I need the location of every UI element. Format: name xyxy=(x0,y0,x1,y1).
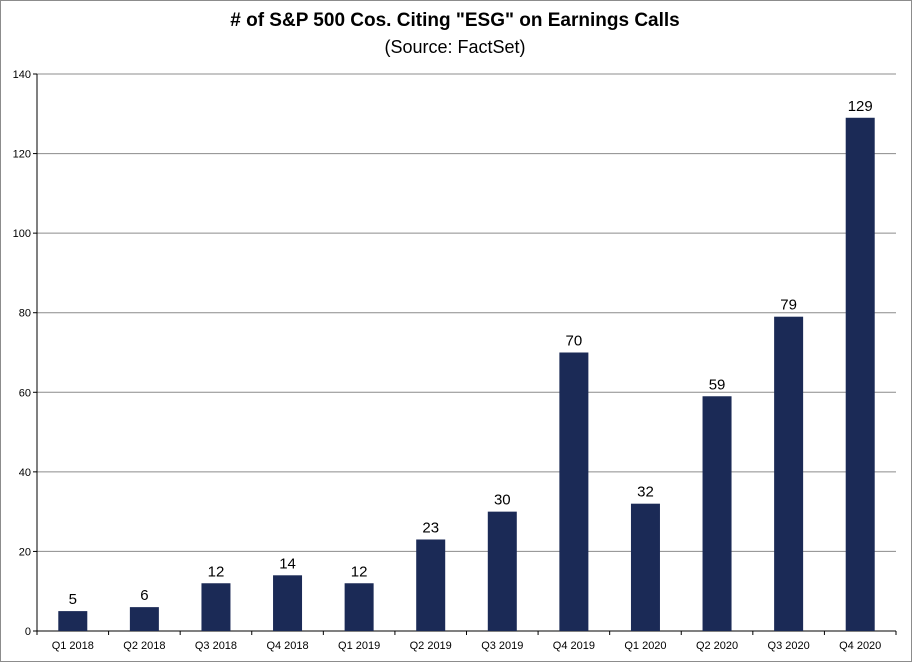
y-tick-label: 0 xyxy=(25,626,31,638)
y-tick-label: 140 xyxy=(13,69,31,81)
data-label: 129 xyxy=(848,98,873,115)
bar xyxy=(487,511,517,631)
y-tick-label: 100 xyxy=(13,228,31,240)
x-tick-label: Q3 2019 xyxy=(481,640,523,652)
data-label: 5 xyxy=(69,591,77,608)
data-label: 79 xyxy=(780,297,797,314)
bar xyxy=(702,396,732,631)
bar xyxy=(774,316,804,631)
chart-subtitle: (Source: FactSet) xyxy=(384,37,526,57)
data-label: 32 xyxy=(637,484,654,501)
bar xyxy=(344,583,374,631)
y-tick-label: 60 xyxy=(19,387,31,399)
x-tick-label: Q4 2019 xyxy=(553,640,595,652)
data-label: 14 xyxy=(279,555,296,572)
bar xyxy=(273,575,303,631)
bar xyxy=(630,503,660,631)
x-tick-label: Q2 2018 xyxy=(123,640,165,652)
data-label: 23 xyxy=(422,519,439,536)
bar xyxy=(58,611,88,631)
chart-title: # of S&P 500 Cos. Citing "ESG" on Earnin… xyxy=(230,10,680,31)
data-label: 12 xyxy=(208,563,225,580)
x-tick-label: Q1 2019 xyxy=(338,640,380,652)
y-tick-label: 120 xyxy=(13,149,31,161)
bar xyxy=(201,583,231,631)
bar xyxy=(845,117,875,631)
x-tick-label: Q1 2018 xyxy=(52,640,94,652)
x-tick-label: Q4 2020 xyxy=(839,640,881,652)
y-tick-label: 40 xyxy=(19,467,31,479)
data-label: 30 xyxy=(494,492,511,509)
data-label: 12 xyxy=(351,563,368,580)
data-label: 59 xyxy=(709,376,726,393)
y-tick-label: 80 xyxy=(19,308,31,320)
x-tick-label: Q4 2018 xyxy=(266,640,308,652)
x-tick-label: Q3 2020 xyxy=(768,640,810,652)
bar xyxy=(559,352,589,631)
data-label: 70 xyxy=(566,333,583,350)
x-tick-label: Q1 2020 xyxy=(624,640,666,652)
x-tick-label: Q3 2018 xyxy=(195,640,237,652)
data-label: 6 xyxy=(140,587,148,604)
bar xyxy=(129,607,159,631)
y-tick-label: 20 xyxy=(19,546,31,558)
bar xyxy=(416,539,446,631)
x-tick-label: Q2 2020 xyxy=(696,640,738,652)
x-tick-label: Q2 2019 xyxy=(410,640,452,652)
